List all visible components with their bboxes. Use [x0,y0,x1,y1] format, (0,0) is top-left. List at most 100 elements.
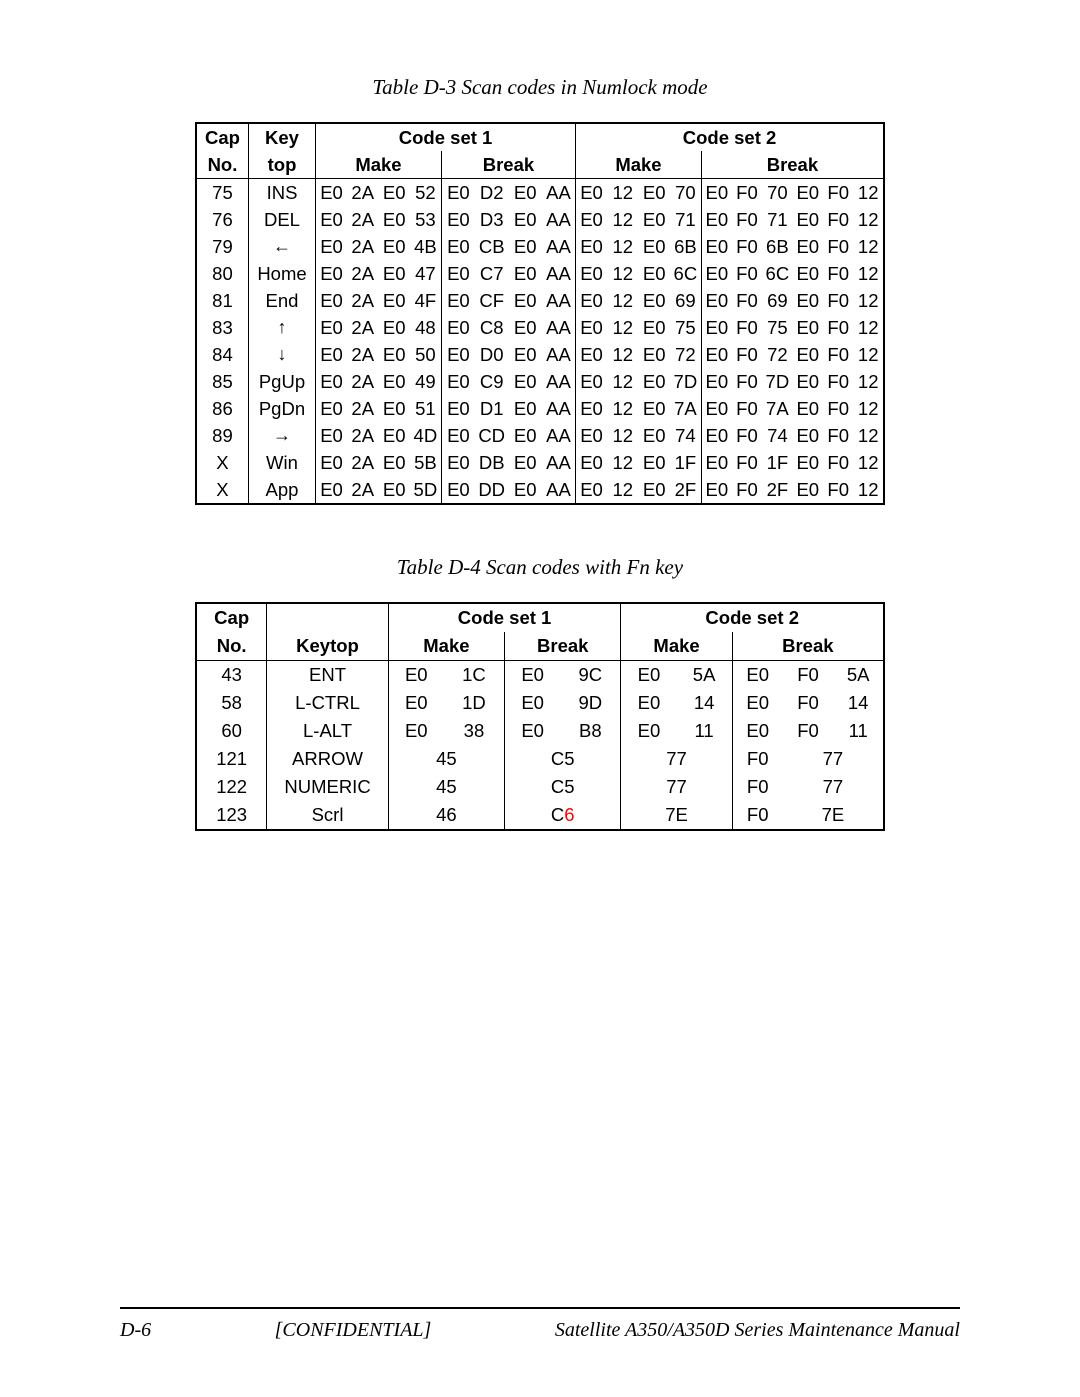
t4-hdr-cap: Cap [196,603,267,632]
table-cell: E0 [793,233,823,260]
table-cell: E0 [316,476,347,504]
table-cell: E0 [508,422,542,449]
table-cell: PgUp [248,368,315,395]
t3-hdr-no: No. [196,151,248,179]
table-cell: E0 [701,233,731,260]
table-cell: E0 [378,449,409,476]
table-cell: 2F [670,476,701,504]
table-cell: E0 [316,314,347,341]
table-cell: 89 [196,422,248,449]
table-cell: 6C [762,260,792,287]
table-cell: E0 [638,368,669,395]
table-cell: E0 [701,476,731,504]
table-cell: E0 [441,260,475,287]
table-cell: E0 [701,260,731,287]
table-cell: E0 [701,368,731,395]
table-cell: F0 [732,476,762,504]
table-cell: 72 [762,341,792,368]
table-row: 80HomeE02AE047E0C7E0AAE012E06CE0F06CE0F0… [196,260,884,287]
table-cell: Win [248,449,315,476]
table-cell: 12 [853,179,884,207]
table-cell: D3 [475,206,509,233]
table-cell: 53 [410,206,441,233]
table-cell: 51 [410,395,441,422]
table-row: 123Scrl46C67EF07E [196,801,884,830]
table-cell: 2A [347,341,378,368]
table-cell: AA [542,179,576,207]
table-cell: CB [475,233,509,260]
t4-hdr-blank [267,603,388,632]
table-cell: 2A [347,179,378,207]
table-cell: E0 [793,260,823,287]
table-cell: 2A [347,233,378,260]
table-cell: E0 [441,179,475,207]
table-cell: 12 [853,233,884,260]
table-cell: CF [475,287,509,314]
table-cell: E0 [508,206,542,233]
table-cell: E0 [316,395,347,422]
table-cell: 122 [196,773,267,801]
table-cell: 50 [410,341,441,368]
table-cell: 14 [677,689,733,717]
table-cell: 12 [853,314,884,341]
table-cell: 12 [607,287,638,314]
footer-page-number: D-6 [120,1319,151,1342]
table-cell: F0 [732,395,762,422]
table-cell: E0 [638,179,669,207]
table-cell: E0 [441,206,475,233]
table-cell: E0 [388,689,444,717]
table-cell: 12 [607,476,638,504]
table-row: 84↓E02AE050E0D0E0AAE012E072E0F072E0F012 [196,341,884,368]
table-cell: ↓ [248,341,315,368]
table-cell: 123 [196,801,267,830]
table-cell: E0 [638,476,669,504]
table-cell: End [248,287,315,314]
t3-hdr-make1: Make [316,151,442,179]
table-cell: 7A [762,395,792,422]
footer-manual-title: Satellite A350/A350D Series Maintenance … [555,1319,960,1342]
table-cell: 12 [853,341,884,368]
table-cell: Home [248,260,315,287]
table-cell: 60 [196,717,267,745]
table-cell: E0 [576,368,607,395]
table-cell: 12 [853,395,884,422]
table-cell: E0 [378,314,409,341]
table-cell: E0 [378,476,409,504]
table-cell: 12 [607,206,638,233]
table-cell: E0 [316,206,347,233]
t4-hdr-break1: Break [505,632,621,661]
table-cell: AA [542,206,576,233]
table-cell: E0 [638,314,669,341]
table-cell: E0 [508,233,542,260]
table-cell: E0 [316,449,347,476]
table-cell: D2 [475,179,509,207]
table-cell: E0 [388,717,444,745]
table-cell: E0 [378,422,409,449]
table-cell: 2A [347,314,378,341]
table-cell: 74 [670,422,701,449]
table-d4: Cap Code set 1 Code set 2 No. Keytop Mak… [195,602,885,831]
table-row: 122NUMERIC45C577F077 [196,773,884,801]
table-cell: 77 [783,773,884,801]
table-cell: 2A [347,368,378,395]
table-cell: 1F [670,449,701,476]
table-cell: E0 [732,717,783,745]
table-cell: 11 [677,717,733,745]
table-cell: 45 [388,745,504,773]
table-cell: E0 [316,260,347,287]
table-cell: Scrl [267,801,388,830]
table-cell: C8 [475,314,509,341]
t4-hdr-make2: Make [621,632,732,661]
table-cell: 2A [347,449,378,476]
table-cell: E0 [378,368,409,395]
table-cell: F0 [732,314,762,341]
table-row: 83↑E02AE048E0C8E0AAE012E075E0F075E0F012 [196,314,884,341]
table-cell: E0 [378,206,409,233]
table-cell: F0 [732,745,783,773]
table-cell: 5B [410,449,441,476]
table-cell: 4F [410,287,441,314]
table-cell: E0 [638,341,669,368]
table-cell: F0 [823,314,853,341]
table-cell: E0 [793,179,823,207]
table-cell: E0 [316,422,347,449]
